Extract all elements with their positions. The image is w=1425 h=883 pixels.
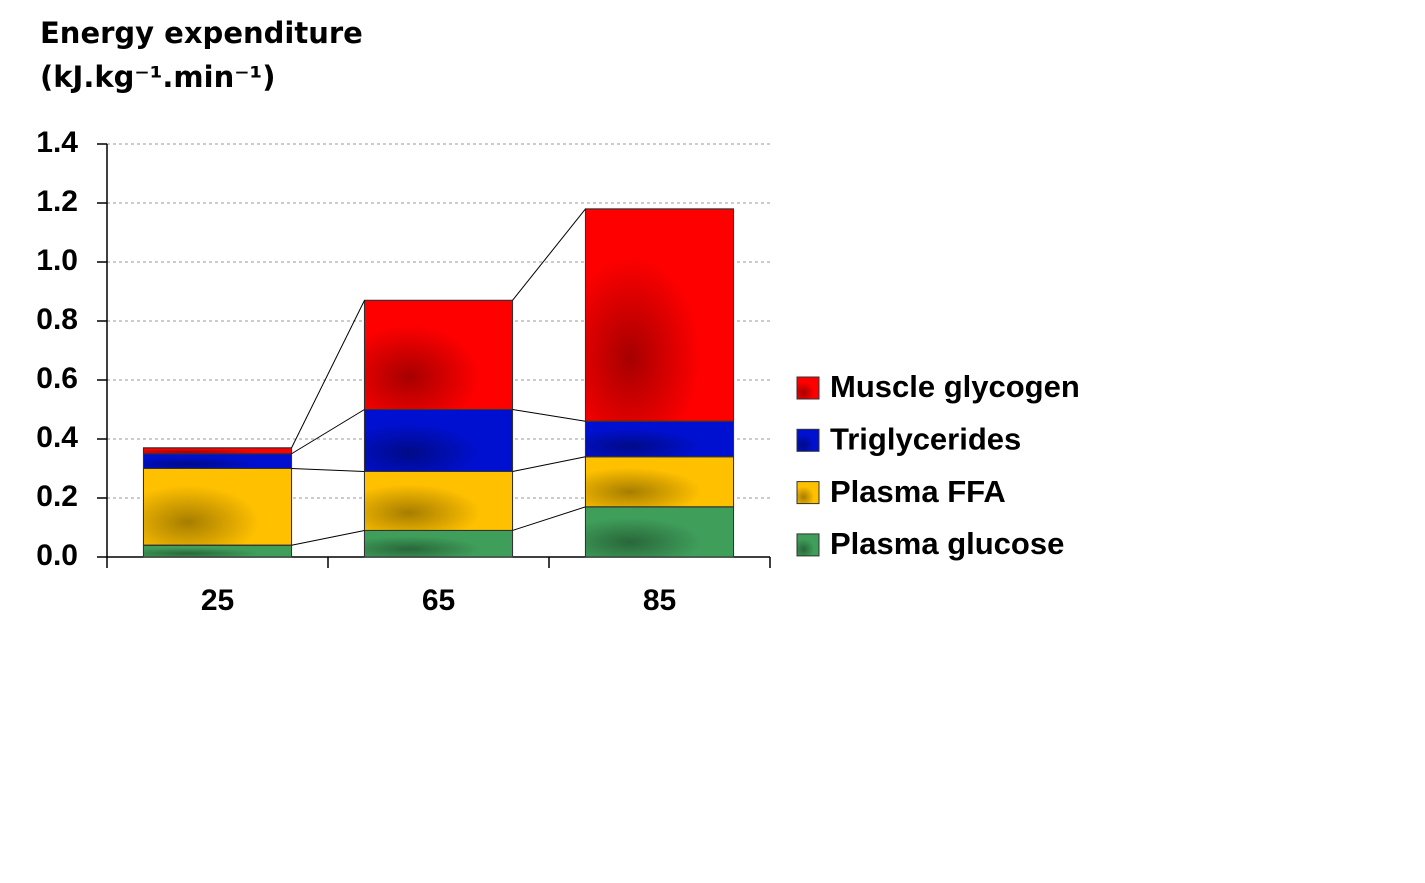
bar-shading [584,506,735,558]
bar-shading [584,456,735,508]
bar-shading [142,544,293,558]
series-line [291,529,365,546]
legend-label: Muscle glycogen [830,369,1080,404]
series-line [291,468,365,472]
y-tick-label: 1.0 [36,244,78,277]
bar-shading [363,409,514,472]
y-tick-label: 0.2 [36,480,78,513]
legend-swatch-shading [797,533,819,556]
bar-shading [363,529,514,558]
series-line [512,409,586,422]
y-tick-label: 0.0 [36,539,78,572]
legend-swatch-shading [797,481,819,504]
y-tick-label: 1.4 [36,126,78,159]
y-axis-label: (kJ.kg⁻¹.min⁻¹) [40,60,275,94]
legend-label: Triglycerides [830,421,1021,456]
y-axis-label: Energy expenditure [40,16,363,50]
series-line [512,456,586,472]
bar-shading [363,470,514,531]
x-tick-label: 65 [422,584,455,617]
legend-swatch-shading [797,429,819,452]
series-line [512,208,586,301]
series-line [291,300,365,449]
bar-shading [363,299,514,411]
y-tick-label: 0.4 [36,421,78,454]
series-line [291,409,365,455]
bar-shading [142,453,293,469]
y-tick-label: 1.2 [36,185,78,218]
legend-swatch-shading [797,377,819,399]
x-tick-label: 85 [643,584,676,617]
bar-shading [584,208,735,422]
x-tick-label: 25 [201,584,234,617]
legend-label: Plasma FFA [830,474,1006,509]
series-line [512,506,586,531]
y-tick-label: 0.8 [36,303,78,336]
y-tick-label: 0.6 [36,362,78,395]
legend-label: Plasma glucose [830,526,1064,561]
bar-shading [142,447,293,455]
bar-shading [584,420,735,458]
bar-shading [142,468,293,546]
